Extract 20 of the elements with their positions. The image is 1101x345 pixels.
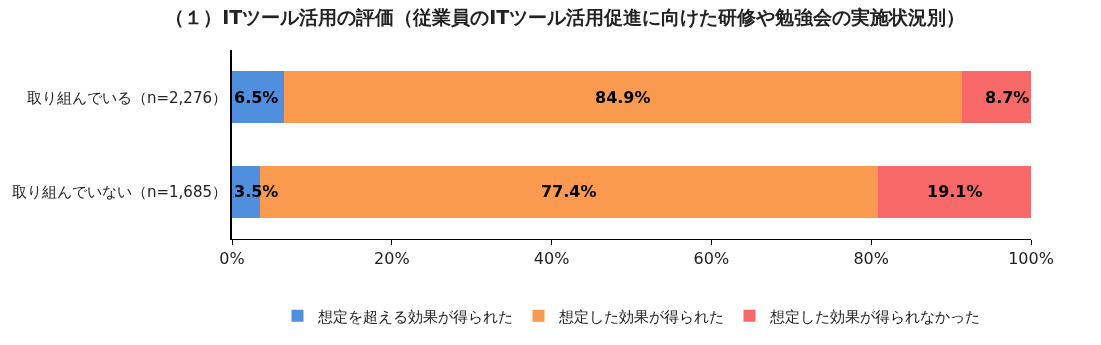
y-tick-label: 取り組んでいない（n=1,685） bbox=[11, 183, 227, 201]
data-label: 77.4% bbox=[541, 182, 597, 201]
x-tick-label: 80% bbox=[853, 249, 889, 269]
legend-label: 想定した効果が得られなかった bbox=[768, 307, 980, 326]
bar bbox=[878, 165, 1031, 218]
x-tick-label: 100% bbox=[1008, 249, 1054, 269]
data-label: 6.5% bbox=[234, 88, 279, 107]
data-label: 84.9% bbox=[595, 88, 651, 107]
x-tick-label: 60% bbox=[693, 249, 730, 269]
legend-label: 想定した効果が得られた bbox=[557, 307, 724, 326]
x-tick-label: 40% bbox=[533, 249, 570, 269]
x-tick-label: 20% bbox=[374, 249, 410, 269]
bar bbox=[962, 71, 1031, 124]
x-tick-label: 0% bbox=[219, 249, 245, 269]
data-label: 8.7% bbox=[985, 88, 1030, 107]
legend-label: 想定を超える効果が得られた bbox=[316, 307, 513, 326]
data-label: 19.1% bbox=[927, 182, 983, 201]
bar bbox=[283, 71, 963, 124]
y-tick-label: 取り組んでいる（n=2,276） bbox=[26, 88, 227, 107]
chart-title: （１）ITツール活用の評価（従業員のITツール活用促進に向けた研修や勉強会の実施状況別） bbox=[165, 5, 966, 28]
